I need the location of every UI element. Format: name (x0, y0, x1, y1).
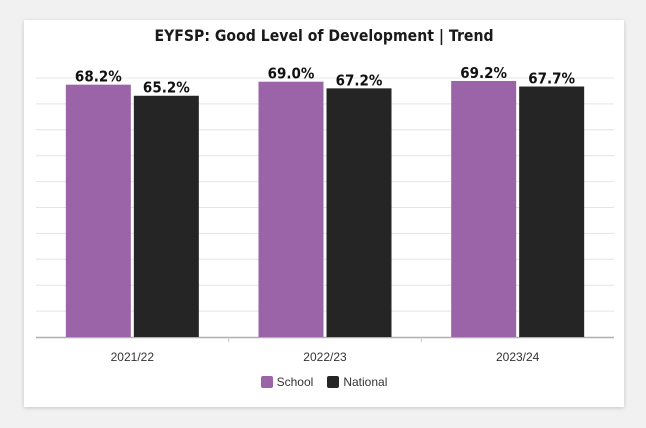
x-tick-label: 2023/24 (496, 350, 540, 364)
legend-item-school[interactable]: School (260, 375, 314, 389)
legend-swatch (327, 376, 340, 388)
chart-title: EYFSP: Good Level of Development | Trend (154, 26, 494, 45)
bar-national-2 (519, 86, 585, 337)
legend-item-national[interactable]: National (327, 375, 387, 389)
data-label: 65.2% (143, 80, 190, 97)
data-label: 67.7% (528, 71, 575, 88)
x-tick-label: 2021/22 (111, 350, 155, 364)
legend-swatch (260, 376, 273, 388)
data-label: 69.0% (268, 66, 315, 83)
bar-national-0 (133, 95, 199, 337)
bar-school-2 (451, 80, 517, 338)
data-label: 69.2% (460, 65, 507, 82)
bar-school-1 (258, 81, 324, 337)
chart-legend: School National (24, 375, 624, 389)
data-label: 68.2% (75, 69, 122, 86)
bar-school-0 (65, 84, 131, 337)
legend-label: National (343, 375, 388, 389)
bar-national-1 (326, 88, 392, 337)
x-tick-label: 2022/23 (303, 350, 347, 364)
chart-card: EYFSP: Good Level of Development | Trend… (24, 20, 624, 407)
legend-label: School (276, 375, 314, 389)
data-label: 67.2% (336, 73, 383, 90)
bar-chart: 68.2% 65.2% 2021/22 69.0% 67.2% 2022/23 69.2% 6… (36, 65, 614, 364)
